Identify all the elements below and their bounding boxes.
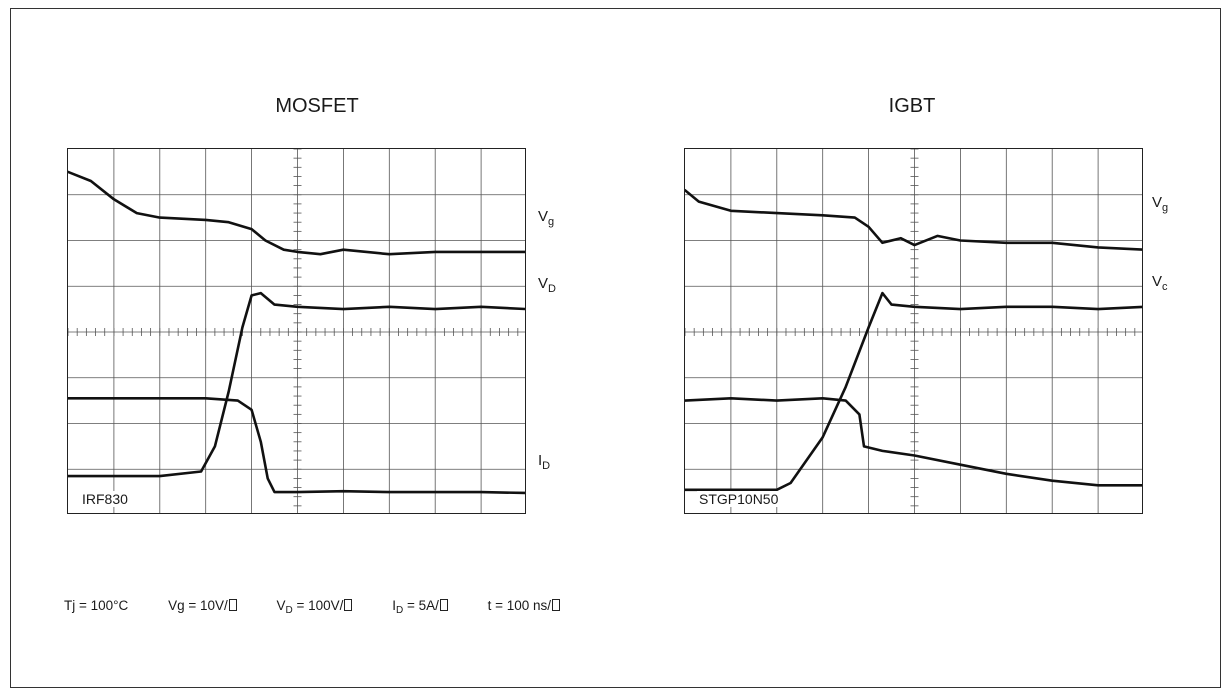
condition-vd: VD = 100V/ — [277, 598, 353, 616]
division-box-icon — [552, 599, 561, 611]
condition-t: t = 100 ns/ — [488, 598, 561, 613]
condition-vg: Vg = 10V/ — [168, 598, 237, 613]
waveform-vg — [685, 188, 1142, 251]
igbt-label-vc: Vc — [1152, 273, 1168, 293]
mosfet-waveforms — [68, 149, 525, 513]
mosfet-label-vd: VD — [538, 275, 556, 295]
mosfet-label-id: ID — [538, 452, 551, 472]
mosfet-label-vg: Vg — [538, 208, 555, 228]
igbt-title: IGBT — [888, 95, 936, 117]
scope-grid — [685, 149, 1142, 513]
condition-tj: Tj = 100°C — [64, 598, 129, 613]
waveform-vg — [68, 170, 525, 256]
mosfet-scope: IRF830 — [67, 148, 526, 514]
division-box-icon — [439, 599, 448, 611]
scope-grid — [68, 149, 525, 513]
condition-id: ID = 5A/ — [392, 598, 448, 616]
igbt-label-vg: Vg — [1152, 194, 1169, 214]
waveform-vc — [685, 291, 1142, 492]
waveform-ic — [685, 397, 1142, 487]
igbt-part-label: STGP10N50 — [697, 491, 781, 507]
mosfet-title: MOSFET — [275, 95, 359, 117]
test-conditions: Tj = 100°C Vg = 10V/ VD = 100V/ ID = 5A/… — [64, 598, 596, 616]
igbt-waveforms — [685, 149, 1142, 513]
igbt-scope: STGP10N50 — [684, 148, 1143, 514]
waveform-vd — [68, 291, 525, 478]
division-box-icon — [344, 599, 353, 611]
division-box-icon — [228, 599, 237, 611]
waveform-id — [68, 397, 525, 495]
mosfet-part-label: IRF830 — [80, 491, 130, 507]
